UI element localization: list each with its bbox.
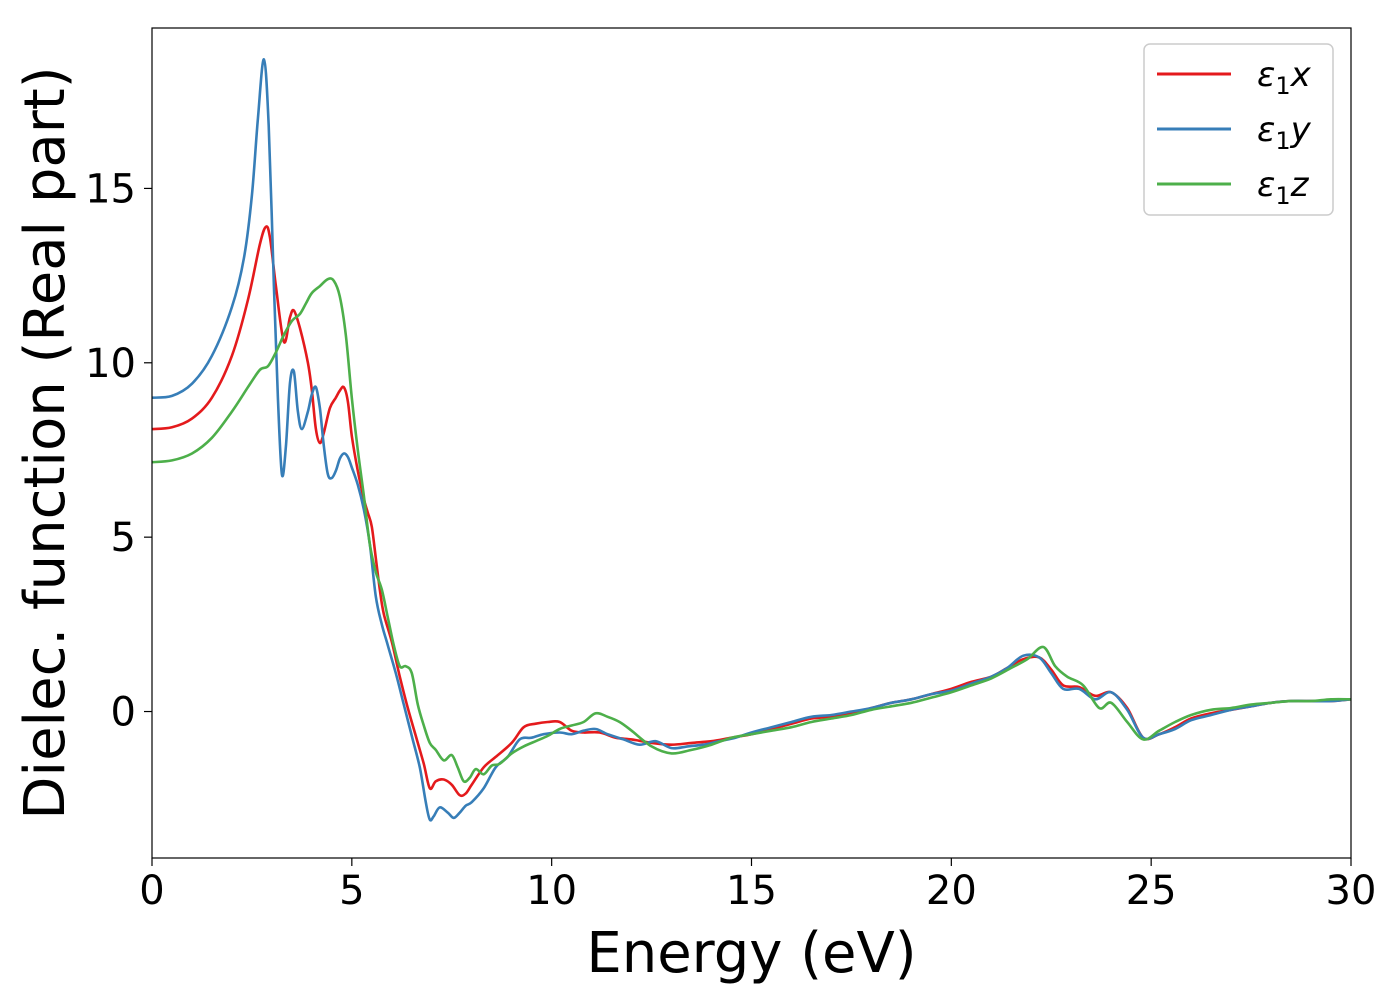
legend-label-base: ε — [1257, 165, 1275, 205]
series-layer — [152, 58, 1351, 822]
y-tick-label: 10 — [85, 341, 136, 387]
y-axis-label: Dielec. function (Real part) — [13, 66, 78, 819]
legend-label-base: ε — [1257, 55, 1275, 95]
x-tick-label: 15 — [726, 868, 777, 914]
x-tick-label: 5 — [339, 868, 364, 914]
x-tick-label: 30 — [1326, 868, 1377, 914]
legend-label-tail: y — [1290, 110, 1312, 150]
x-axis-label: Energy (eV) — [586, 921, 916, 986]
legend-label-subscript: 1 — [1275, 127, 1290, 155]
legend-label-tail: x — [1290, 55, 1312, 95]
legend-label-base: ε — [1257, 110, 1275, 150]
series-line-y — [152, 58, 1351, 822]
series-line-x — [152, 225, 1351, 798]
x-tick-label: 20 — [926, 868, 977, 914]
x-tick-label: 10 — [526, 868, 577, 914]
legend-label-y: ε1y — [1257, 110, 1312, 155]
y-tick-label: 5 — [111, 515, 136, 561]
y-axis-ticks: 0 5 10 15 — [85, 166, 152, 736]
x-tick-label: 25 — [1126, 868, 1177, 914]
legend-label-z: ε1z — [1257, 165, 1310, 210]
x-axis-ticks: 0 5 10 15 20 25 30 — [139, 858, 1376, 914]
legend-box — [1143, 43, 1334, 216]
legend-label-subscript: 1 — [1275, 72, 1290, 100]
x-tick-label: 0 — [139, 868, 164, 914]
legend-label-tail: z — [1290, 165, 1310, 205]
series-line-z — [152, 277, 1351, 784]
legend-label-x: ε1x — [1257, 55, 1312, 100]
legend-label-subscript: 1 — [1275, 182, 1290, 210]
y-tick-label: 0 — [111, 690, 136, 736]
y-tick-label: 15 — [85, 166, 136, 212]
